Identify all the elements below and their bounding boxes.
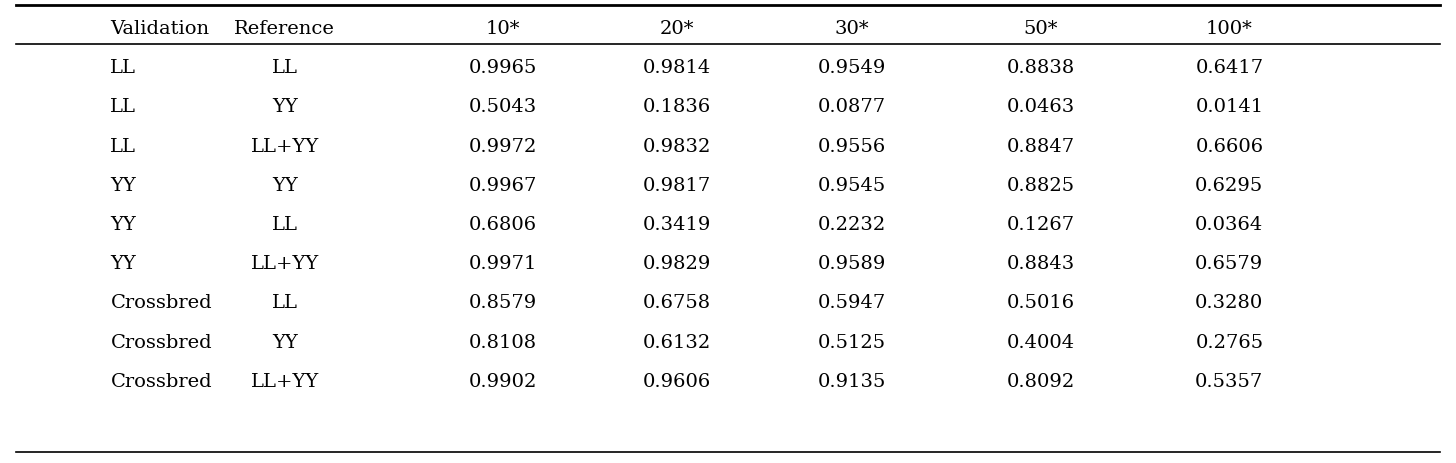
Text: YY: YY <box>272 98 297 116</box>
Text: 0.9817: 0.9817 <box>644 176 712 194</box>
Text: LL+YY: LL+YY <box>250 138 319 156</box>
Text: 0.6606: 0.6606 <box>1195 138 1264 156</box>
Text: 0.9549: 0.9549 <box>817 59 885 77</box>
Text: 0.9829: 0.9829 <box>644 255 712 273</box>
Text: 0.9589: 0.9589 <box>817 255 885 273</box>
Text: 0.6806: 0.6806 <box>469 216 537 233</box>
Text: 0.9135: 0.9135 <box>817 372 885 390</box>
Text: 0.1267: 0.1267 <box>1006 216 1075 233</box>
Text: 0.2765: 0.2765 <box>1195 333 1264 351</box>
Text: 10*: 10* <box>485 20 520 38</box>
Text: 0.8838: 0.8838 <box>1006 59 1075 77</box>
Text: 0.3280: 0.3280 <box>1195 294 1264 312</box>
Text: LL+YY: LL+YY <box>250 372 319 390</box>
Text: 0.1836: 0.1836 <box>644 98 712 116</box>
Text: YY: YY <box>111 176 135 194</box>
Text: LL: LL <box>111 59 137 77</box>
Text: 0.8092: 0.8092 <box>1006 372 1075 390</box>
Text: YY: YY <box>272 333 297 351</box>
Text: 100*: 100* <box>1206 20 1252 38</box>
Text: 0.8579: 0.8579 <box>469 294 537 312</box>
Text: 0.9545: 0.9545 <box>817 176 885 194</box>
Text: 0.5043: 0.5043 <box>469 98 537 116</box>
Text: 0.2232: 0.2232 <box>817 216 885 233</box>
Text: 0.6579: 0.6579 <box>1195 255 1264 273</box>
Text: 0.9971: 0.9971 <box>469 255 537 273</box>
Text: LL+YY: LL+YY <box>250 255 319 273</box>
Text: 0.0364: 0.0364 <box>1195 216 1264 233</box>
Text: 0.6295: 0.6295 <box>1195 176 1264 194</box>
Text: 0.6417: 0.6417 <box>1195 59 1264 77</box>
Text: 0.9972: 0.9972 <box>469 138 537 156</box>
Text: 0.9902: 0.9902 <box>469 372 537 390</box>
Text: LL: LL <box>272 59 298 77</box>
Text: 0.5016: 0.5016 <box>1006 294 1075 312</box>
Text: 0.8843: 0.8843 <box>1006 255 1075 273</box>
Text: LL: LL <box>272 216 298 233</box>
Text: LL: LL <box>111 98 137 116</box>
Text: 0.9556: 0.9556 <box>817 138 885 156</box>
Text: 0.9832: 0.9832 <box>644 138 712 156</box>
Text: 0.0463: 0.0463 <box>1006 98 1075 116</box>
Text: 0.9965: 0.9965 <box>469 59 537 77</box>
Text: 0.8847: 0.8847 <box>1006 138 1075 156</box>
Text: Reference: Reference <box>234 20 335 38</box>
Text: 0.0877: 0.0877 <box>817 98 885 116</box>
Text: YY: YY <box>272 176 297 194</box>
Text: 50*: 50* <box>1024 20 1057 38</box>
Text: LL: LL <box>272 294 298 312</box>
Text: Validation: Validation <box>111 20 210 38</box>
Text: Crossbred: Crossbred <box>111 372 213 390</box>
Text: 0.5357: 0.5357 <box>1195 372 1264 390</box>
Text: LL: LL <box>111 138 137 156</box>
Text: 20*: 20* <box>660 20 695 38</box>
Text: 0.5947: 0.5947 <box>817 294 885 312</box>
Text: 0.9967: 0.9967 <box>469 176 537 194</box>
Text: Crossbred: Crossbred <box>111 333 213 351</box>
Text: 0.8108: 0.8108 <box>469 333 537 351</box>
Text: 0.8825: 0.8825 <box>1006 176 1075 194</box>
Text: 0.9606: 0.9606 <box>644 372 712 390</box>
Text: 0.6132: 0.6132 <box>644 333 712 351</box>
Text: 0.3419: 0.3419 <box>644 216 712 233</box>
Text: 0.0141: 0.0141 <box>1195 98 1264 116</box>
Text: 30*: 30* <box>834 20 869 38</box>
Text: YY: YY <box>111 255 135 273</box>
Text: Crossbred: Crossbred <box>111 294 213 312</box>
Text: 0.5125: 0.5125 <box>817 333 885 351</box>
Text: 0.6758: 0.6758 <box>644 294 711 312</box>
Text: 0.4004: 0.4004 <box>1006 333 1075 351</box>
Text: 0.9814: 0.9814 <box>644 59 712 77</box>
Text: YY: YY <box>111 216 135 233</box>
